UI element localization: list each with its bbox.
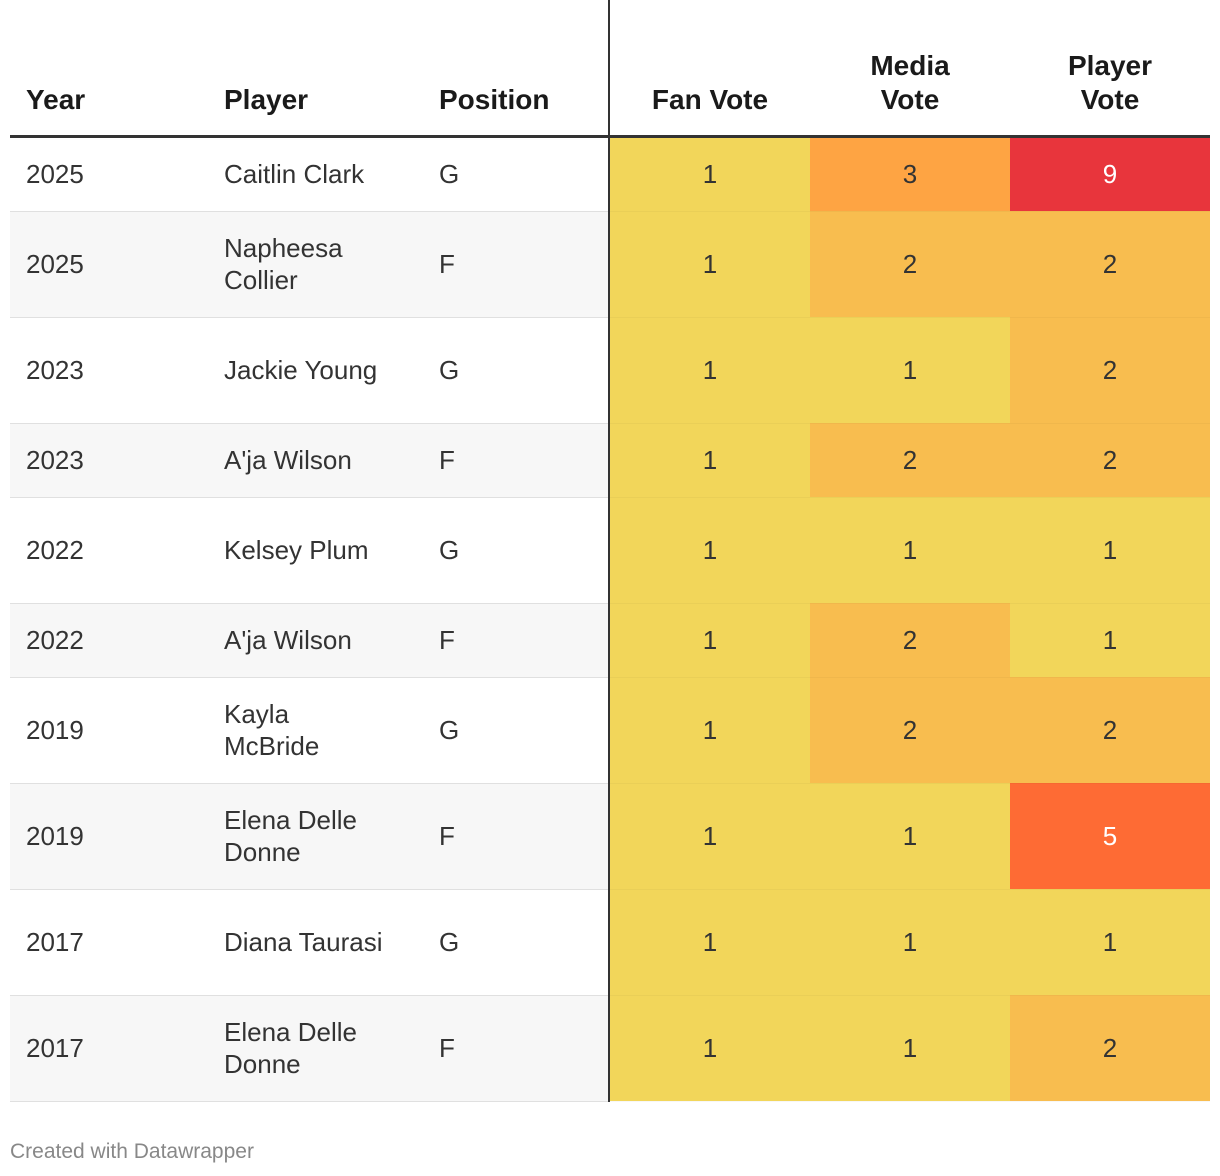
cell-fan-vote: 1 — [608, 603, 810, 677]
cell-player: Elena Delle Donne — [208, 783, 423, 890]
cell-player: A'ja Wilson — [208, 423, 423, 498]
cell-year: 2022 — [10, 603, 208, 678]
header-year[interactable]: Year — [10, 0, 208, 138]
header-fan-vote[interactable]: Fan Vote — [608, 0, 810, 138]
table-row: 2017 Elena Delle Donne F 1 1 2 — [10, 995, 1210, 1102]
cell-player-vote: 1 — [1010, 603, 1210, 677]
cell-position: F — [423, 603, 609, 678]
cell-player: A'ja Wilson — [208, 603, 423, 678]
header-row: Year Player Position Fan Vote Media Vote… — [10, 0, 1210, 138]
cell-fan-vote: 1 — [608, 677, 810, 783]
cell-position: F — [423, 211, 609, 318]
cell-media-vote: 2 — [810, 211, 1010, 317]
header-media-vote-label: Media Vote — [870, 49, 950, 115]
table-row: 2025 Caitlin Clark G 1 3 9 — [10, 136, 1210, 212]
header-media-vote[interactable]: Media Vote — [810, 0, 1010, 138]
header-player-vote[interactable]: Player Vote — [1010, 0, 1210, 138]
cell-media-vote: 2 — [810, 677, 1010, 783]
cell-player: Kelsey Plum — [208, 497, 423, 604]
cell-year: 2017 — [10, 995, 208, 1102]
cell-player-vote: 1 — [1010, 889, 1210, 995]
cell-position: F — [423, 783, 609, 890]
cell-player-vote: 1 — [1010, 497, 1210, 603]
table-row: 2019 Kayla McBride G 1 2 2 — [10, 677, 1210, 784]
table-row: 2017 Diana Taurasi G 1 1 1 — [10, 889, 1210, 996]
cell-media-vote: 2 — [810, 423, 1010, 497]
header-position[interactable]: Position — [423, 0, 609, 138]
table-row: 2023 A'ja Wilson F 1 2 2 — [10, 423, 1210, 498]
vote-table: Year Player Position Fan Vote Media Vote… — [10, 0, 1210, 1102]
cell-year: 2017 — [10, 889, 208, 996]
cell-player: Kayla McBride — [208, 677, 423, 784]
cell-media-vote: 1 — [810, 497, 1010, 603]
cell-player-vote: 2 — [1010, 677, 1210, 783]
cell-fan-vote: 1 — [608, 889, 810, 995]
cell-media-vote: 1 — [810, 995, 1010, 1101]
table-row: 2022 A'ja Wilson F 1 2 1 — [10, 603, 1210, 678]
table-row: 2025 Napheesa Collier F 1 2 2 — [10, 211, 1210, 318]
cell-fan-vote: 1 — [608, 995, 810, 1101]
cell-position: G — [423, 889, 609, 996]
cell-position: F — [423, 995, 609, 1102]
table-row: 2019 Elena Delle Donne F 1 1 5 — [10, 783, 1210, 890]
header-player[interactable]: Player — [208, 0, 423, 138]
cell-position: G — [423, 677, 609, 784]
cell-player: Caitlin Clark — [208, 136, 423, 212]
cell-media-vote: 1 — [810, 317, 1010, 423]
cell-player-vote: 2 — [1010, 211, 1210, 317]
cell-media-vote: 3 — [810, 136, 1010, 211]
cell-media-vote: 2 — [810, 603, 1010, 677]
cell-year: 2019 — [10, 677, 208, 784]
cell-year: 2025 — [10, 211, 208, 318]
table-body: 2025 Caitlin Clark G 1 3 9 2025 Napheesa Collie… — [10, 136, 1210, 1102]
header-player-vote-label: Player Vote — [1067, 49, 1153, 115]
cell-player-vote: 2 — [1010, 423, 1210, 497]
cell-player-vote: 5 — [1010, 783, 1210, 889]
footer-credit: Created with Datawrapper — [10, 1140, 254, 1163]
cell-year: 2025 — [10, 136, 208, 212]
cell-media-vote: 1 — [810, 783, 1010, 889]
table-row: 2022 Kelsey Plum G 1 1 1 — [10, 497, 1210, 604]
cell-player-vote: 2 — [1010, 995, 1210, 1101]
cell-year: 2022 — [10, 497, 208, 604]
cell-media-vote: 1 — [810, 889, 1010, 995]
vote-table-container: Year Player Position Fan Vote Media Vote… — [10, 0, 1210, 1102]
cell-year: 2019 — [10, 783, 208, 890]
cell-position: G — [423, 317, 609, 424]
cell-player: Diana Taurasi — [208, 889, 423, 996]
cell-player: Jackie Young — [208, 317, 423, 424]
cell-player: Napheesa Collier — [208, 211, 423, 318]
cell-fan-vote: 1 — [608, 497, 810, 603]
cell-player: Elena Delle Donne — [208, 995, 423, 1102]
cell-year: 2023 — [10, 423, 208, 498]
cell-fan-vote: 1 — [608, 423, 810, 497]
table-row: 2023 Jackie Young G 1 1 2 — [10, 317, 1210, 424]
cell-fan-vote: 1 — [608, 783, 810, 889]
cell-position: G — [423, 497, 609, 604]
cell-player-vote: 2 — [1010, 317, 1210, 423]
cell-player-vote: 9 — [1010, 136, 1210, 211]
cell-fan-vote: 1 — [608, 317, 810, 423]
cell-fan-vote: 1 — [608, 211, 810, 317]
cell-position: F — [423, 423, 609, 498]
cell-position: G — [423, 136, 609, 212]
cell-year: 2023 — [10, 317, 208, 424]
cell-fan-vote: 1 — [608, 136, 810, 211]
